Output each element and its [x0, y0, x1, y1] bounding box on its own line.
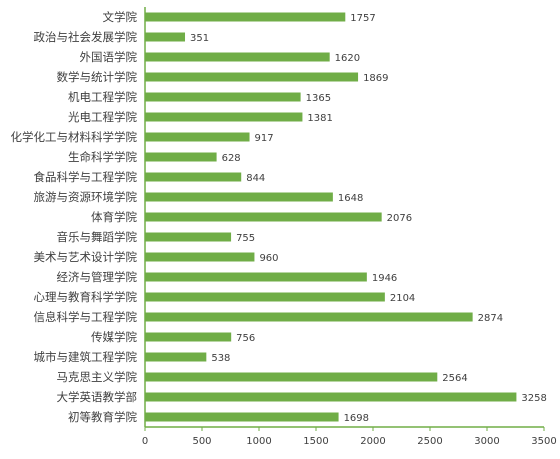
bar: [145, 232, 232, 242]
category-label: 光电工程学院: [68, 110, 137, 124]
bar: [145, 32, 186, 42]
data-label: 756: [236, 333, 255, 344]
bar: [145, 312, 473, 322]
data-label: 1620: [335, 53, 360, 64]
data-label: 1946: [372, 273, 397, 284]
data-label: 1648: [338, 193, 363, 204]
bar: [145, 152, 217, 162]
data-label: 844: [246, 173, 265, 184]
data-label: 1869: [363, 73, 388, 84]
category-label: 美术与艺术设计学院: [34, 250, 138, 264]
data-label: 3258: [521, 393, 546, 404]
data-label: 960: [259, 253, 278, 264]
bar: [145, 272, 367, 282]
category-label: 音乐与舞蹈学院: [57, 230, 138, 244]
category-label: 机电工程学院: [68, 90, 137, 104]
x-tick-label: 500: [192, 436, 211, 447]
bar: [145, 332, 232, 342]
bar: [145, 392, 517, 402]
data-label: 1365: [306, 93, 331, 104]
data-label: 538: [211, 353, 230, 364]
data-label: 1381: [307, 113, 332, 124]
data-label: 2874: [478, 313, 503, 324]
category-label: 文学院: [103, 10, 138, 24]
bar: [145, 352, 207, 362]
data-label: 1757: [350, 13, 375, 24]
category-label: 体育学院: [91, 210, 137, 224]
category-label: 初等教育学院: [68, 410, 137, 424]
category-label: 政治与社会发展学院: [34, 30, 138, 44]
category-label: 食品科学与工程学院: [34, 170, 138, 184]
data-label: 2564: [442, 373, 467, 384]
bar: [145, 132, 250, 142]
category-label: 传媒学院: [91, 330, 137, 344]
bar: [145, 412, 339, 422]
bar: [145, 112, 303, 122]
bar: [145, 12, 346, 22]
bar: [145, 72, 359, 82]
x-tick-label: 2000: [360, 436, 385, 447]
x-tick-label: 0: [142, 436, 148, 447]
category-label: 心理与教育科学学院: [34, 290, 138, 304]
bar: [145, 292, 385, 302]
data-label: 628: [222, 153, 241, 164]
data-label: 755: [236, 233, 255, 244]
category-label: 马克思主义学院: [57, 370, 138, 384]
x-tick-label: 3000: [474, 436, 499, 447]
data-label: 2104: [390, 293, 415, 304]
data-label: 2076: [387, 213, 412, 224]
category-label: 城市与建筑工程学院: [34, 350, 138, 364]
category-label: 外国语学院: [80, 50, 138, 64]
bar: [145, 52, 330, 62]
category-label: 生命科学学院: [68, 150, 137, 164]
category-label: 化学化工与材料科学学院: [11, 130, 138, 144]
category-label: 经济与管理学院: [57, 270, 138, 284]
x-tick-label: 1000: [246, 436, 271, 447]
bar: [145, 92, 301, 102]
data-label: 351: [190, 33, 209, 44]
category-label: 大学英语教学部: [57, 390, 138, 404]
data-label: 1698: [344, 413, 369, 424]
x-tick-label: 3500: [531, 436, 556, 447]
category-label: 旅游与资源环境学院: [34, 190, 138, 204]
category-label: 信息科学与工程学院: [34, 310, 138, 324]
bar: [145, 192, 333, 202]
category-label: 数学与统计学院: [57, 70, 138, 84]
bar: [145, 212, 382, 222]
x-tick-label: 1500: [303, 436, 328, 447]
bar: [145, 252, 255, 262]
bar: [145, 172, 242, 182]
x-tick-label: 2500: [417, 436, 442, 447]
bar: [145, 372, 438, 382]
data-label: 917: [255, 133, 274, 144]
